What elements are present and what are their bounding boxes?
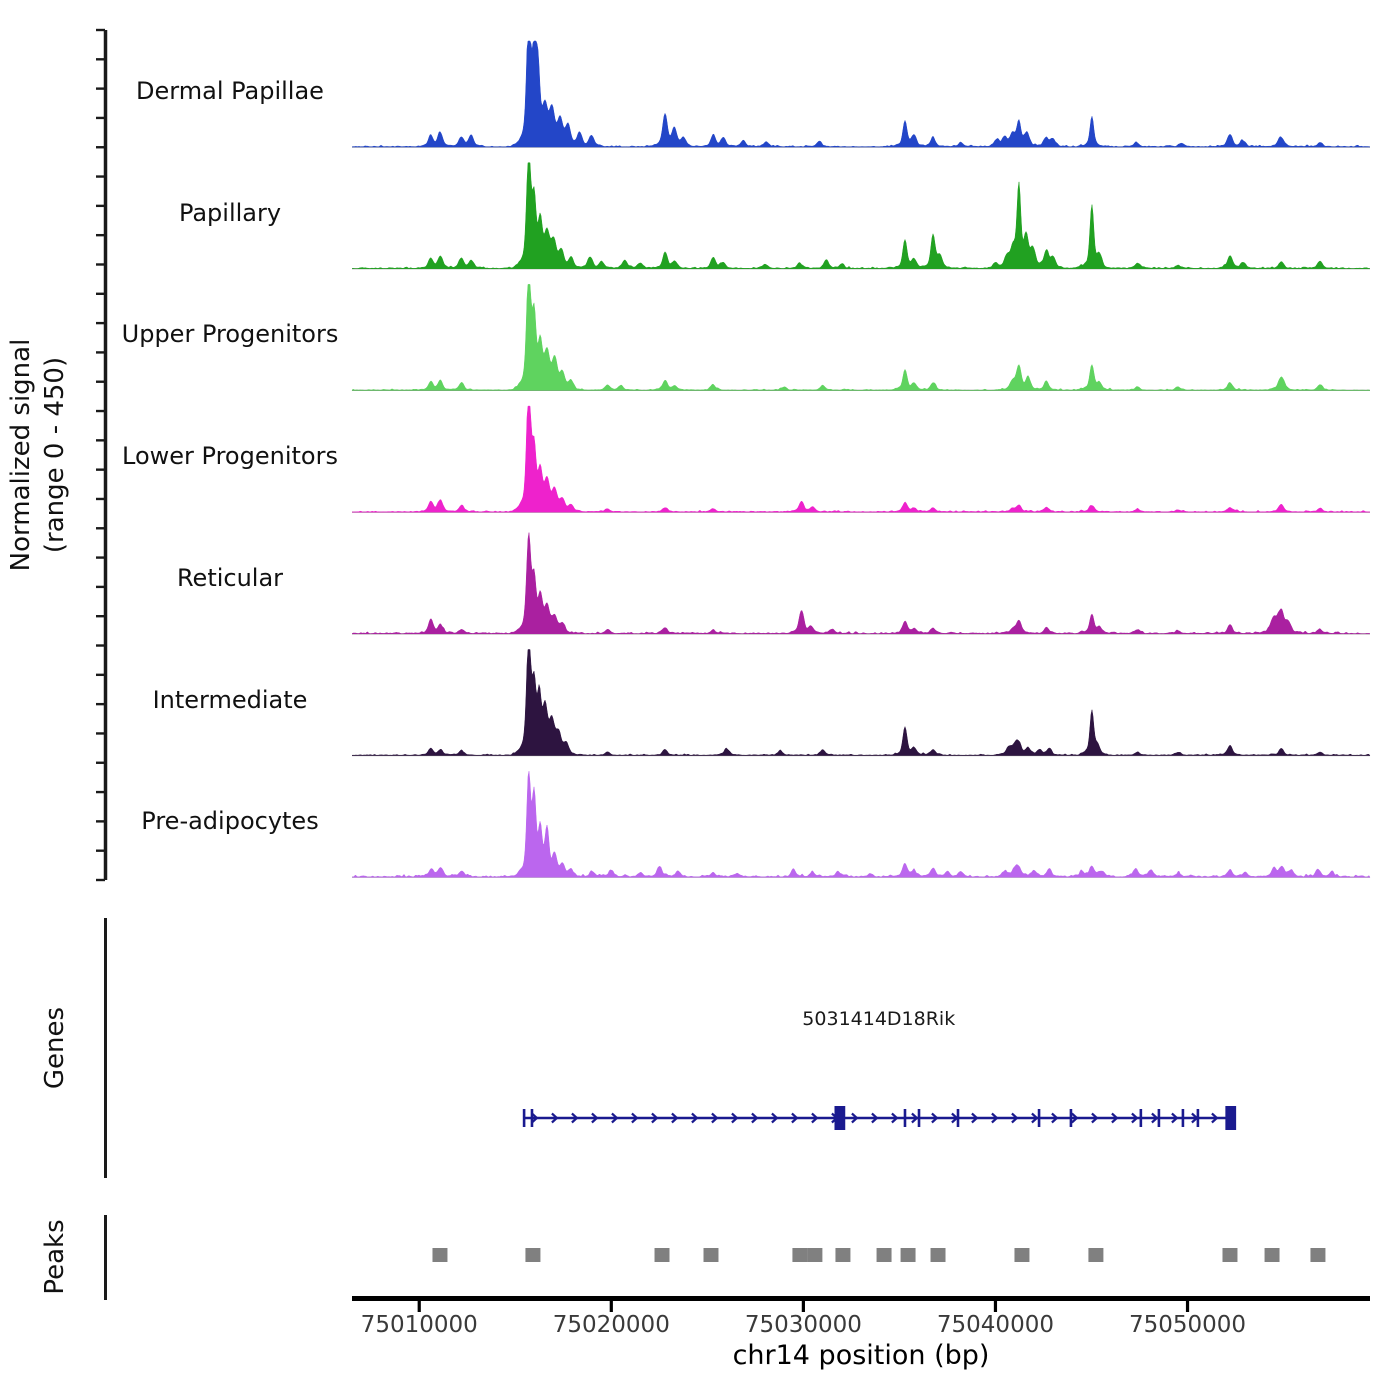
signal-track-papillary xyxy=(351,162,1371,270)
strand-arrow-icon xyxy=(1071,1112,1079,1124)
peak-box xyxy=(1264,1248,1280,1262)
strand-arrow-icon xyxy=(871,1112,879,1124)
signal-track-intermediate xyxy=(351,649,1371,757)
cds-box xyxy=(1225,1106,1237,1130)
track-label-upper-progenitors: Upper Progenitors xyxy=(121,320,339,349)
strand-arrow-icon xyxy=(611,1112,619,1124)
strand-arrow-icon xyxy=(771,1112,779,1124)
x-tick-label-2: 75030000 xyxy=(744,1312,862,1338)
peak-box xyxy=(1222,1248,1238,1262)
x-axis-title: chr14 position (bp) xyxy=(732,1340,990,1371)
signal-track-dermal-papillae xyxy=(351,40,1371,148)
strand-arrow-icon xyxy=(851,1112,859,1124)
y-axis-label: Normalized signal (range 0 - 450) xyxy=(4,243,76,667)
signal-area-lower-progenitors xyxy=(351,405,1371,513)
strand-arrow-icon xyxy=(571,1112,579,1124)
strand-arrow-icon xyxy=(691,1112,699,1124)
strand-arrow-icon xyxy=(671,1112,679,1124)
track-label-dermal-papillae: Dermal Papillae xyxy=(136,77,324,105)
signal-track-reticular xyxy=(351,532,1371,635)
signal-area-reticular xyxy=(351,532,1371,635)
x-tick-label-4: 75050000 xyxy=(1128,1312,1247,1338)
strand-arrow-icon xyxy=(1171,1112,1179,1124)
peak-box xyxy=(930,1248,946,1262)
strand-arrow-icon xyxy=(1091,1112,1099,1124)
strand-arrow-icon xyxy=(591,1112,599,1124)
signal-track-pre-adipocytes xyxy=(351,771,1371,878)
signal-area-papillary xyxy=(351,162,1371,269)
strand-arrow-icon xyxy=(911,1112,919,1124)
peak-box xyxy=(1088,1248,1104,1262)
strand-arrow-icon xyxy=(631,1112,639,1124)
track-label-reticular: Reticular xyxy=(176,563,284,592)
signal-track-upper-progenitors xyxy=(351,284,1371,391)
strand-arrow-icon xyxy=(931,1112,939,1124)
peak-box xyxy=(703,1248,719,1262)
gene-name-label: 5031414D18Rik xyxy=(802,1008,956,1030)
strand-arrow-icon xyxy=(551,1112,559,1124)
strand-arrow-icon xyxy=(711,1112,719,1124)
signal-track-lower-progenitors xyxy=(351,405,1371,513)
gene-model xyxy=(522,1106,1237,1130)
y-axis-label-line2: (range 0 - 450) xyxy=(40,356,70,554)
position-axis xyxy=(352,1296,1370,1312)
strand-arrow-icon xyxy=(651,1112,659,1124)
x-tick-label-1: 75020000 xyxy=(552,1312,670,1338)
strand-arrow-icon xyxy=(811,1112,819,1124)
peak-box xyxy=(835,1248,851,1262)
peak-box xyxy=(900,1248,916,1262)
peak-box xyxy=(792,1248,808,1262)
peak-box xyxy=(876,1248,892,1262)
x-tick-label-3: 75040000 xyxy=(936,1312,1054,1338)
peaks-section xyxy=(104,1215,1326,1300)
peak-box xyxy=(654,1248,670,1262)
strand-arrow-icon xyxy=(1111,1112,1119,1124)
track-label-papillary: Papillary xyxy=(178,198,282,227)
track-label-intermediate: Intermediate xyxy=(152,685,308,714)
strand-arrow-icon xyxy=(1151,1112,1159,1124)
peak-box xyxy=(807,1248,823,1262)
signal-area-upper-progenitors xyxy=(351,284,1371,391)
signal-area-pre-adipocytes xyxy=(351,771,1371,878)
peak-box xyxy=(432,1248,448,1262)
strand-arrow-icon xyxy=(1211,1112,1219,1124)
strand-arrow-icon xyxy=(1131,1112,1139,1124)
peak-box xyxy=(525,1248,541,1262)
cds-box xyxy=(834,1106,846,1130)
strand-arrow-icon xyxy=(991,1112,999,1124)
strand-arrow-icon xyxy=(971,1112,979,1124)
strand-arrow-icon xyxy=(1011,1112,1019,1124)
genes-section xyxy=(104,918,1237,1178)
strand-arrow-icon xyxy=(791,1112,799,1124)
peak-box xyxy=(1014,1248,1030,1262)
peak-box xyxy=(1310,1248,1326,1262)
genes-section-label: Genes xyxy=(40,1006,70,1090)
y-axis-label-line1: Normalized signal xyxy=(6,338,36,572)
track-label-lower-progenitors: Lower Progenitors xyxy=(122,442,338,471)
strand-arrow-icon xyxy=(731,1112,739,1124)
signal-area-intermediate xyxy=(351,649,1371,756)
track-label-pre-adipocytes: Pre-adipocytes xyxy=(141,807,319,836)
x-tick-label-0: 75010000 xyxy=(360,1312,478,1338)
signal-area-dermal-papillae xyxy=(351,40,1371,148)
strand-arrow-icon xyxy=(1051,1112,1059,1124)
strand-arrow-icon xyxy=(531,1112,539,1124)
strand-arrow-icon xyxy=(1031,1112,1039,1124)
strand-arrow-icon xyxy=(751,1112,759,1124)
strand-arrow-icon xyxy=(891,1112,899,1124)
peaks-section-label: Peaks xyxy=(40,1219,70,1295)
signal-axis xyxy=(96,28,108,882)
